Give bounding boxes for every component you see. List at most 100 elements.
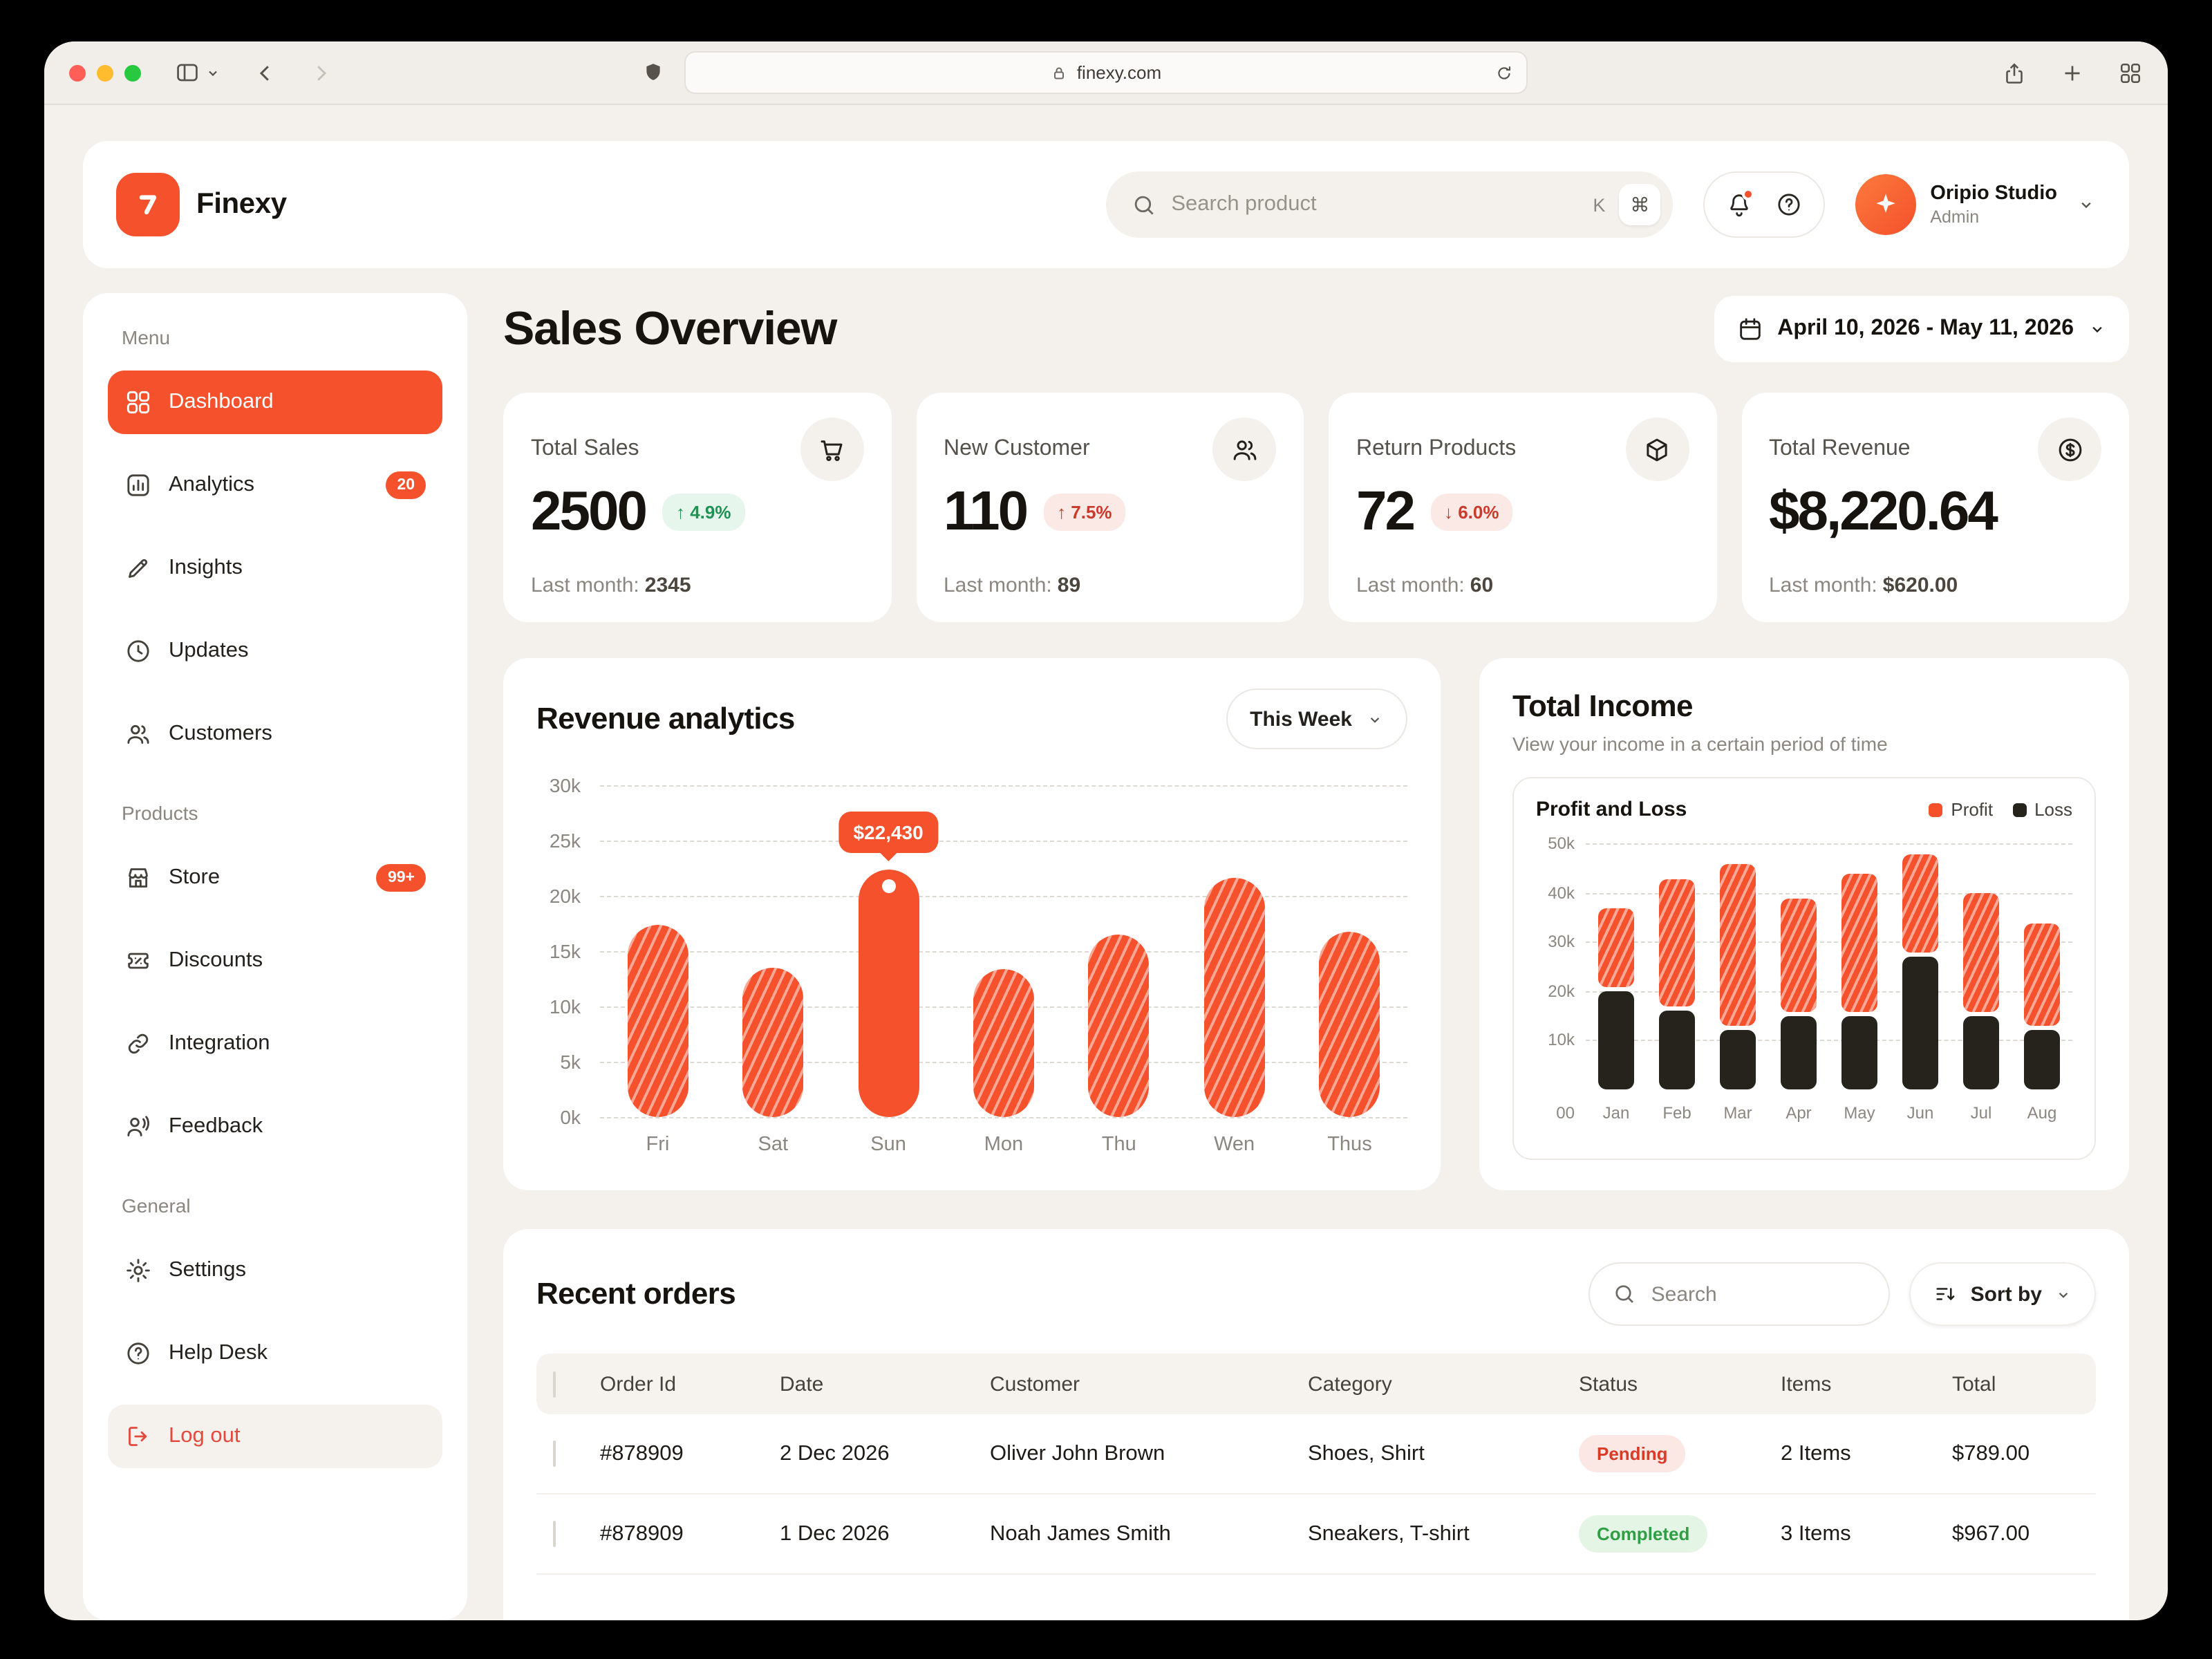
profit-bar-segment[interactable]	[2024, 923, 2060, 1027]
last-month-label: Last month:	[944, 574, 1052, 597]
share-icon[interactable]	[2002, 60, 2027, 85]
search-input[interactable]	[1171, 192, 1580, 217]
revenue-bar[interactable]	[742, 968, 804, 1117]
sidebar-item-customers[interactable]: Customers	[108, 702, 442, 766]
back-button[interactable]	[253, 60, 278, 85]
orders-search[interactable]	[1588, 1262, 1891, 1326]
loss-bar-segment[interactable]	[1659, 1011, 1695, 1089]
grid-line	[1586, 941, 2072, 944]
profit-bar-segment[interactable]	[1720, 863, 1756, 1027]
date-range-picker[interactable]: April 10, 2026 - May 11, 2026	[1714, 296, 2129, 362]
customers-icon	[124, 720, 152, 748]
stat-last-month: Last month: 60	[1356, 574, 1689, 597]
sidebar-item-discounts[interactable]: Discounts	[108, 929, 442, 993]
last-month-value: 2345	[644, 574, 691, 597]
app-main: Menu Dashboard Analytics 20	[83, 293, 2129, 1620]
revenue-bar[interactable]	[1319, 932, 1380, 1117]
product-search[interactable]: K ⌘	[1106, 171, 1674, 238]
profit-bar-segment[interactable]	[1902, 854, 1938, 953]
loss-bar-segment[interactable]	[2024, 1030, 2060, 1089]
loss-bar-segment[interactable]	[1902, 956, 1938, 1089]
finexy-logo-icon[interactable]	[116, 173, 180, 236]
select-all-checkbox[interactable]	[553, 1371, 556, 1397]
sidebar-section-menu: Menu	[122, 326, 171, 348]
table-row[interactable]: #878909 1 Dec 2026 Noah James Smith Snea…	[536, 1494, 2096, 1575]
sidebar-item-updates[interactable]: Updates	[108, 619, 442, 683]
loss-bar-segment[interactable]	[1598, 991, 1634, 1089]
revenue-bar-column	[600, 785, 715, 1117]
profit-bar-segment[interactable]	[1659, 879, 1695, 1007]
toolbar-left-group	[69, 59, 684, 86]
total-income-card: Total Income View your income in a certa…	[1479, 658, 2129, 1190]
sidebar-item-integration[interactable]: Integration	[108, 1012, 442, 1076]
y-axis-label: 40k	[1548, 883, 1575, 903]
loss-bar-segment[interactable]	[1720, 1030, 1756, 1089]
sidebar-menu-chevron-icon[interactable]	[206, 66, 220, 79]
sidebar-item-settings[interactable]: Settings	[108, 1239, 442, 1302]
revenue-bar[interactable]	[1088, 935, 1150, 1117]
order-id-cell: #878909	[600, 1441, 684, 1465]
privacy-shield-icon[interactable]	[641, 61, 665, 84]
row-checkbox[interactable]	[553, 1520, 556, 1546]
loss-bar-segment[interactable]	[1841, 1015, 1877, 1089]
sidebar-item-log-out[interactable]: Log out	[108, 1405, 442, 1468]
last-month-label: Last month:	[1769, 574, 1877, 597]
loss-bar-segment[interactable]	[1963, 1015, 1999, 1089]
sidebar-item-help-desk[interactable]: Help Desk	[108, 1322, 442, 1385]
help-icon[interactable]	[1775, 191, 1803, 218]
profit-bar-segment[interactable]	[1598, 908, 1634, 987]
column-header-status: Status	[1579, 1372, 1638, 1396]
grid-line	[1586, 843, 2072, 845]
y-axis-label: 30k	[549, 774, 581, 796]
tab-overview-icon[interactable]	[2118, 60, 2143, 85]
cart-icon	[800, 418, 863, 481]
revenue-bar-column: $22,430	[831, 785, 946, 1117]
sidebar-item-label: Discounts	[169, 948, 263, 972]
reload-icon[interactable]	[1494, 63, 1514, 82]
revenue-bar[interactable]	[973, 968, 1034, 1117]
revenue-bar[interactable]	[1203, 878, 1265, 1117]
notifications-bell-icon[interactable]	[1725, 188, 1755, 218]
close-window-button[interactable]	[69, 64, 86, 81]
revenue-plot: $22,430	[600, 785, 1407, 1118]
profit-bar-segment[interactable]	[1781, 898, 1817, 1012]
column-header-customer: Customer	[990, 1372, 1080, 1396]
period-selector[interactable]: This Week	[1226, 688, 1407, 749]
table-row[interactable]: #878909 2 Dec 2026 Oliver John Brown Sho…	[536, 1414, 2096, 1494]
column-header-date: Date	[780, 1372, 824, 1396]
sidebar-item-feedback[interactable]: Feedback	[108, 1095, 442, 1159]
sort-by-button[interactable]: Sort by	[1909, 1262, 2096, 1326]
orders-search-input[interactable]	[1651, 1282, 1867, 1306]
sidebar-item-analytics[interactable]: Analytics 20	[108, 453, 442, 517]
y-axis-label: 20k	[549, 884, 581, 907]
revenue-bar[interactable]	[858, 869, 919, 1117]
column-header-items: Items	[1781, 1372, 1832, 1396]
zoom-window-button[interactable]	[124, 64, 141, 81]
last-month-label: Last month:	[531, 574, 639, 597]
sidebar-item-store[interactable]: Store 99+	[108, 846, 442, 910]
stat-card-new-customer: New Customer 110 ↑ 7.5% Last month: 89	[916, 393, 1304, 622]
page-header: Sales Overview April 10, 2026 - May 11, …	[503, 296, 2129, 362]
address-bar[interactable]: finexy.com	[684, 51, 1528, 94]
loss-bar-segment[interactable]	[1781, 1015, 1817, 1089]
minimize-window-button[interactable]	[97, 64, 113, 81]
sidebar-item-insights[interactable]: Insights	[108, 536, 442, 600]
profit-bar-segment[interactable]	[1963, 893, 1999, 1012]
new-tab-icon[interactable]	[2060, 60, 2085, 85]
grid-line	[1586, 1040, 2072, 1042]
sidebar-toggle-icon[interactable]	[174, 59, 200, 86]
grid-line	[600, 895, 1407, 897]
revenue-bar-column	[1061, 785, 1177, 1117]
forward-button[interactable]	[308, 60, 333, 85]
x-axis-label: Apr	[1785, 1103, 1812, 1123]
revenue-bar[interactable]	[627, 924, 688, 1117]
account-menu[interactable]: Oripio Studio Admin	[1855, 174, 2096, 235]
recent-orders-card: Recent orders	[503, 1229, 2129, 1620]
chart-legend: Profit Loss	[1929, 799, 2072, 820]
stat-card-return-products: Return Products 72 ↓ 6.0% Last month: 60	[1329, 393, 1716, 622]
pl-bar-column	[1768, 843, 1829, 1089]
bar-highlight-dot	[881, 879, 896, 893]
sidebar-item-dashboard[interactable]: Dashboard	[108, 371, 442, 434]
profit-bar-segment[interactable]	[1841, 873, 1877, 1012]
row-checkbox[interactable]	[553, 1440, 556, 1466]
